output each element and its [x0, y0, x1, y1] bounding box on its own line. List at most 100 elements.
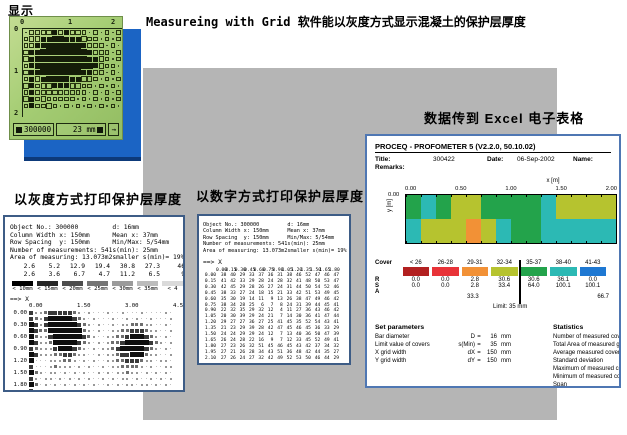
matrix-row: 0.75 38 34 28 25 6 7 8 24 31 39 44 45 41 [204, 302, 340, 308]
statistics-title: Statistics [553, 324, 584, 331]
grayscale-legend: < 10mm < 15mm < 20mm < 25mm < 30mm < 35mm < 4 [10, 280, 183, 292]
set-parameters: Set parameters Bar diameter D = 16 mm Limit v… [375, 324, 525, 386]
matrix-row: 1.35 21 23 29 39 28 42 47 45 46 45 36 33 29 [204, 326, 340, 332]
matrix-row: 1.95 27 21 26 28 34 43 51 36 48 42 44 35 27 [204, 349, 340, 355]
heatmap-cell [421, 219, 436, 243]
heatmap-cell [586, 219, 601, 243]
cursor-icon [97, 126, 104, 133]
x-axis-arrow: ==> X [10, 295, 29, 303]
heatmap-cell [586, 195, 601, 219]
percent-value: 4.7 [98, 270, 110, 278]
heatmap-cell [481, 195, 496, 219]
parameter-row: Bar diameter D = 16 mm [375, 334, 511, 340]
printout-line: Mean x: 37mm [287, 228, 325, 235]
printout-line: Row Spacing y: 150mm [203, 234, 269, 241]
matrix-row: 0.15 41 42 33 29 28 24 28 32 41 48 50 53 47 [204, 278, 340, 284]
numeric-label: 以数字方式打印保护层厚度（mm） [196, 189, 418, 204]
percent-value: 6.7 [73, 270, 85, 278]
title-label: Title: [375, 156, 391, 163]
heatmap-cell [556, 195, 571, 219]
heatmap-cell [511, 219, 526, 243]
percent-value: 19.4 [94, 262, 110, 270]
percent-value: 5.2 [48, 262, 60, 270]
heatmap-plot [405, 194, 617, 244]
y-axis-title: y [m] [387, 199, 393, 212]
statistic-item: Average measured cover [553, 350, 620, 356]
heatmap-cell [451, 195, 466, 219]
matrix-row: 1.80 27 23 26 32 51 45 46 45 43 42 37 34 32 [204, 343, 340, 349]
statistics: Statistics Number of measured covers Tota… [553, 324, 621, 386]
limit-label: Limit: 35 mm [493, 304, 528, 310]
printout-line: Column Width x: 150mm [203, 228, 269, 235]
percent-value: 3.6 [48, 270, 60, 278]
lcd-x-tick: 0 [20, 18, 25, 26]
grayscale-legend-item: < 20mm [60, 280, 85, 292]
lcd-object-no: 300000 [24, 125, 52, 134]
heatmap-cell [466, 219, 481, 243]
printout-line: smaller s(min)= 19% [112, 254, 185, 262]
statistic-item: Maximum of measured covers [553, 366, 619, 372]
printout-line: Min/Max: 5/54mm [287, 234, 335, 241]
matrix-row: 1.05 20 30 39 29 24 21 7 14 30 36 41 47 44 [204, 314, 340, 320]
heatmap-cell [556, 219, 571, 243]
heatmap-cell [571, 195, 586, 219]
percent-value: 46 [177, 262, 185, 270]
percent-row-1: 2.6 5.2 12.9 19.4 30.8 27.3 46 [10, 262, 183, 270]
heatmap-cell [541, 195, 556, 219]
lcd-status-bar: 300000 23 mm → [13, 123, 119, 136]
matrix-row: 0.45 38 33 27 24 18 15 21 33 42 51 53 49 45 [204, 290, 340, 296]
lcd-reading: 23 mm [72, 125, 96, 134]
grayscale-legend-item: < 4 [160, 280, 183, 292]
matrix-row: 1.50 24 24 29 29 24 12 7 13 40 36 50 47 39 [204, 332, 340, 338]
lcd-grid-map [22, 28, 122, 117]
x-axis-title: x [m] [546, 178, 560, 184]
grid-icon [16, 126, 22, 133]
matrix-row: 0.30 42 45 29 28 26 27 24 31 44 50 54 52 46 [204, 284, 340, 290]
map-x-labels: 0.001.503.004.50 [29, 302, 184, 309]
printout-line: d: 16mm [287, 222, 310, 228]
excel-sheet: PROCEQ - PROFOMETER 5 (V2.2.0, 50.10.02)… [365, 134, 621, 388]
heatmap-cell [436, 219, 451, 243]
date-value: 06-Sep-2002 [517, 156, 555, 163]
heatmap-cell [601, 195, 616, 219]
date-label: Date: [487, 156, 504, 163]
statistic-item: Number of measured covers [553, 334, 621, 340]
percent-value: 9 [181, 270, 185, 278]
title-value: 300422 [433, 156, 455, 163]
area-above-limit: 66.7 [597, 294, 609, 300]
limit-marker-line [519, 260, 521, 304]
heatmap-cell [526, 195, 541, 219]
excel-label: 数据传到 Excel 电子表格 [424, 111, 585, 126]
heatmap-cell [496, 195, 511, 219]
report-title: PROCEQ - PROFOMETER 5 (V2.2.0, 50.10.02) [375, 142, 611, 153]
heatmap-cell [406, 219, 421, 243]
printout-line: Object No.: 300000 [203, 222, 260, 228]
grayscale-legend-item: < 30mm [110, 280, 135, 292]
lcd-x-tick: 2 [111, 18, 116, 26]
grayscale-label: 以灰度方式打印保护层厚度 [14, 192, 183, 207]
printout-line: Area of measuring: 13.073m2 [10, 254, 113, 262]
display-label: 显示 [8, 4, 35, 18]
heatmap-cell [496, 219, 511, 243]
printout-line: smaller s(min)= 19% [287, 247, 347, 254]
percent-row-2: 2.6 3.6 6.7 4.7 11.2 6.5 9 [10, 270, 183, 278]
percent-value: 12.9 [69, 262, 85, 270]
matrix-row: 1.20 29 27 27 36 27 25 41 45 35 52 54 43 41 [204, 320, 340, 326]
heatmap-cell [421, 195, 436, 219]
grayscale-legend-item: < 15mm [35, 280, 60, 292]
percent-value: 2.6 [23, 262, 35, 270]
matrix-row: 0.00 38 40 29 33 37 36 31 38 46 52 47 46 47 [204, 273, 340, 279]
y-axis-tick: 0.00 [388, 192, 400, 198]
statistic-item: Minimum of measured covers [553, 374, 621, 380]
cover-value-matrix: 0.00 38 40 29 33 37 36 31 38 46 52 47 46 47 0.15 41 42 33… [203, 273, 345, 362]
percent-value: 27.3 [144, 262, 160, 270]
printout-line: Row Spacing y: 150mm [10, 239, 90, 247]
percent-value: 6.5 [148, 270, 160, 278]
heatmap-cell [571, 219, 586, 243]
printout-line: Number of measurements: 541 [10, 246, 113, 254]
printout-line: Object No.: 300000 [10, 224, 79, 231]
printout-line: s(min): 25mm [112, 246, 158, 254]
parameter-row: X grid width dX = 150 mm [375, 350, 511, 356]
percent-value: 30.8 [119, 262, 135, 270]
percent-value: 2.6 [23, 270, 35, 278]
